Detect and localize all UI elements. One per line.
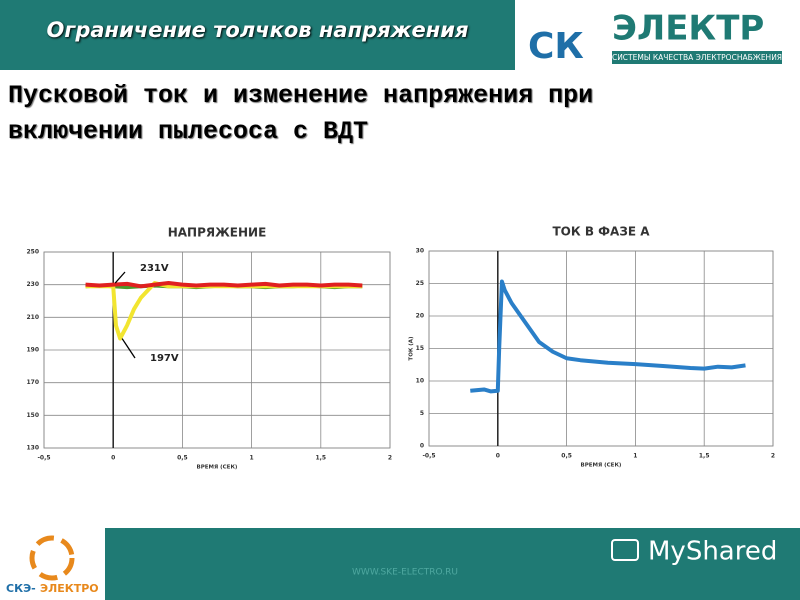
series-line: [85, 281, 363, 289]
y-tick-label: 230: [26, 281, 39, 288]
annotation: 231V: [140, 263, 169, 274]
logo: СК: [528, 26, 584, 67]
header-bar: [0, 0, 515, 70]
brand: MyShared: [648, 537, 777, 567]
y-tick-label: 25: [416, 280, 424, 287]
y-tick-label: 30: [416, 248, 424, 255]
y-axis-label: ТОК (А): [409, 336, 415, 361]
y-tick-label: 5: [420, 410, 424, 417]
y-tick-label: 10: [416, 378, 424, 385]
x-tick-label: 1,5: [315, 455, 326, 462]
series-line: [470, 279, 746, 394]
header-title: Ограничение толчков напряжения: [46, 18, 469, 42]
brand-icon: [611, 539, 639, 561]
logo: ЭЛЕКТР: [612, 9, 764, 49]
annotation-arrow: [121, 338, 136, 359]
logo-band: [612, 51, 782, 64]
x-tick-label: 1,5: [699, 453, 710, 460]
annotation-arrow: [114, 271, 126, 284]
footer-bar: [105, 528, 800, 600]
y-tick-label: 210: [26, 314, 39, 321]
logo-tagline: СИСТЕМЫ КАЧЕСТВА ЭЛЕКТРОСНАБЖЕНИЯ: [612, 53, 782, 62]
y-tick-label: 15: [416, 345, 424, 352]
x-tick-label: 0,5: [177, 455, 188, 462]
x-tick-label: 0: [496, 453, 500, 460]
x-tick-label: 0,5: [561, 453, 572, 460]
y-tick-label: 190: [26, 347, 39, 354]
x-tick-label: 2: [771, 453, 775, 460]
logo: СКЭ-: [6, 582, 36, 595]
y-tick-label: 0: [420, 443, 424, 450]
y-tick-label: 250: [26, 249, 39, 256]
logo: ЭЛЕКТРО: [40, 582, 99, 595]
y-tick-label: 150: [26, 412, 39, 419]
y-tick-label: 20: [416, 313, 424, 320]
x-tick-label: -0,5: [37, 455, 50, 462]
chart-title: ТОК В ФАЗЕ А: [552, 225, 650, 239]
x-tick-label: 1: [633, 453, 637, 460]
annotation: 197V: [150, 353, 179, 364]
y-tick-label: 170: [26, 379, 39, 386]
x-tick-label: 0: [111, 455, 115, 462]
title-line: включении пылесоса с ВДТ: [8, 117, 369, 146]
x-tick-label: 1: [250, 455, 254, 462]
x-tick-label: 2: [388, 455, 392, 462]
slide-title: Пусковой ток и изменение напряжения при …: [8, 78, 593, 150]
x-axis-label: ВРЕМЯ (СЕК): [581, 463, 622, 469]
chart-title: НАПРЯЖЕНИЕ: [168, 226, 267, 240]
title-line: Пусковой ток и изменение напряжения при: [8, 81, 594, 110]
logo-icon: [29, 535, 75, 581]
x-tick-label: -0,5: [422, 453, 435, 460]
footer-url: WWW.SKE-ELECTRO.RU: [352, 568, 458, 578]
x-axis-label: ВРЕМЯ (СЕК): [197, 465, 238, 471]
y-tick-label: 130: [26, 445, 39, 452]
